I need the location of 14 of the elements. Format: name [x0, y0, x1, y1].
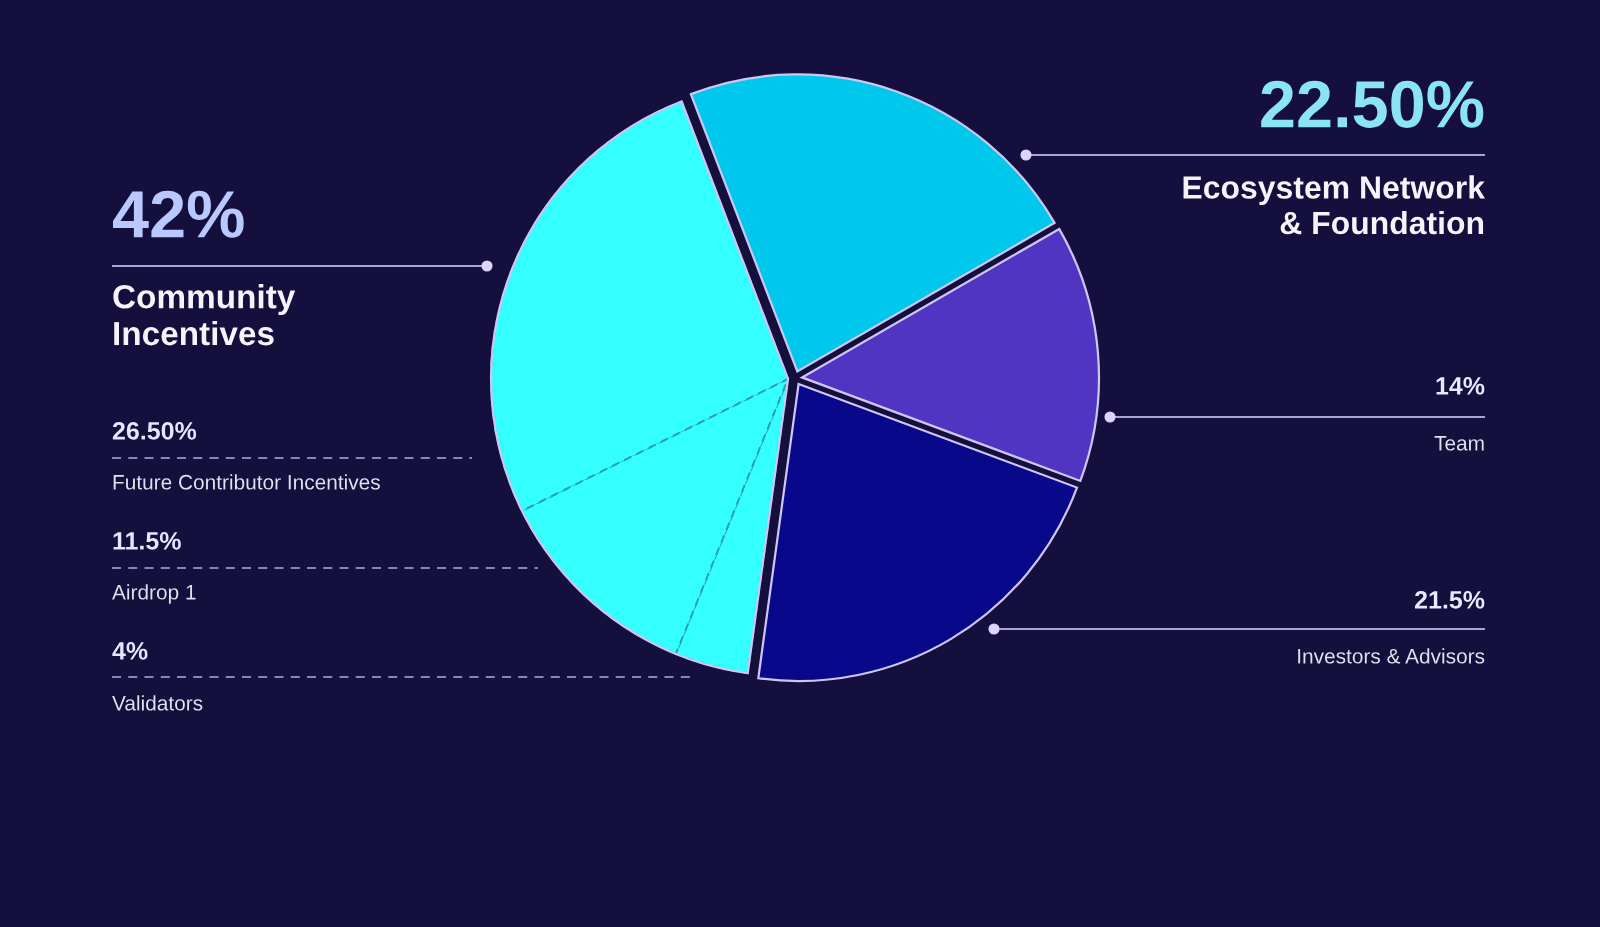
- data-label: 11.5%: [113, 532, 181, 550]
- slice-label: Ecosystem Network & Foundation: [1183, 175, 1486, 235]
- data-label: 14%: [1436, 377, 1485, 395]
- data-label: 26.50%: [112, 422, 197, 440]
- slice-label: Validators: [112, 695, 203, 711]
- slice-label: Future Contributor Incentives: [113, 474, 380, 490]
- text: 42%: [113, 190, 244, 238]
- data-label: 21.5%: [1414, 591, 1485, 609]
- data-label: 4%: [112, 642, 148, 660]
- data-label: 22.50%: [1261, 80, 1484, 128]
- slice-label: Investors & Advisors: [1298, 648, 1485, 664]
- slice-label: Team: [1434, 436, 1484, 451]
- text: Community Incentives: [113, 284, 296, 346]
- slice-label: Airdrop 1: [112, 584, 196, 604]
